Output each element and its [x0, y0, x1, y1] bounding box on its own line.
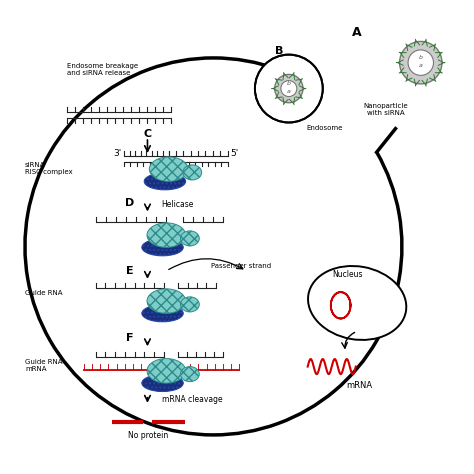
Ellipse shape	[142, 374, 183, 392]
Ellipse shape	[144, 173, 186, 190]
Ellipse shape	[147, 289, 186, 313]
Ellipse shape	[149, 157, 188, 182]
Text: Endosome: Endosome	[306, 125, 342, 131]
Text: $\mathit{b}$
$\mathit{a}$: $\mathit{b}$ $\mathit{a}$	[418, 53, 424, 69]
Ellipse shape	[181, 366, 199, 382]
Text: $\mathit{b}$
$\mathit{a}$: $\mathit{b}$ $\mathit{a}$	[286, 79, 292, 95]
Text: No protein: No protein	[128, 431, 169, 440]
Ellipse shape	[142, 305, 183, 322]
Ellipse shape	[308, 266, 406, 340]
Text: Passenger strand: Passenger strand	[211, 263, 271, 269]
Circle shape	[408, 50, 434, 75]
Ellipse shape	[147, 223, 186, 247]
Ellipse shape	[181, 297, 199, 312]
Ellipse shape	[181, 231, 199, 246]
Text: Nucleus: Nucleus	[332, 270, 363, 279]
Text: mRNA cleavage: mRNA cleavage	[162, 395, 222, 404]
Text: siRNA
RISC complex: siRNA RISC complex	[25, 162, 73, 175]
Text: Nanoparticle
with siRNA: Nanoparticle with siRNA	[363, 103, 408, 116]
Circle shape	[281, 81, 297, 97]
Text: mRNA: mRNA	[346, 381, 373, 390]
Text: Endosome breakage
and siRNA release: Endosome breakage and siRNA release	[67, 63, 138, 76]
Text: F: F	[126, 333, 133, 343]
Text: C: C	[144, 129, 152, 139]
Circle shape	[255, 55, 323, 122]
Ellipse shape	[142, 239, 183, 256]
Ellipse shape	[183, 165, 201, 180]
Ellipse shape	[147, 358, 186, 383]
Text: B: B	[275, 46, 283, 56]
Text: A: A	[352, 26, 362, 38]
Text: E: E	[126, 266, 133, 276]
Circle shape	[400, 41, 442, 84]
Text: 5': 5'	[230, 149, 238, 158]
Text: 3': 3'	[113, 149, 121, 158]
Text: Guide RNA: Guide RNA	[25, 290, 63, 296]
Text: Helicase: Helicase	[162, 201, 194, 210]
Text: D: D	[125, 198, 134, 208]
Text: Guide RNA
mRNA: Guide RNA mRNA	[25, 359, 63, 372]
Circle shape	[275, 74, 303, 103]
